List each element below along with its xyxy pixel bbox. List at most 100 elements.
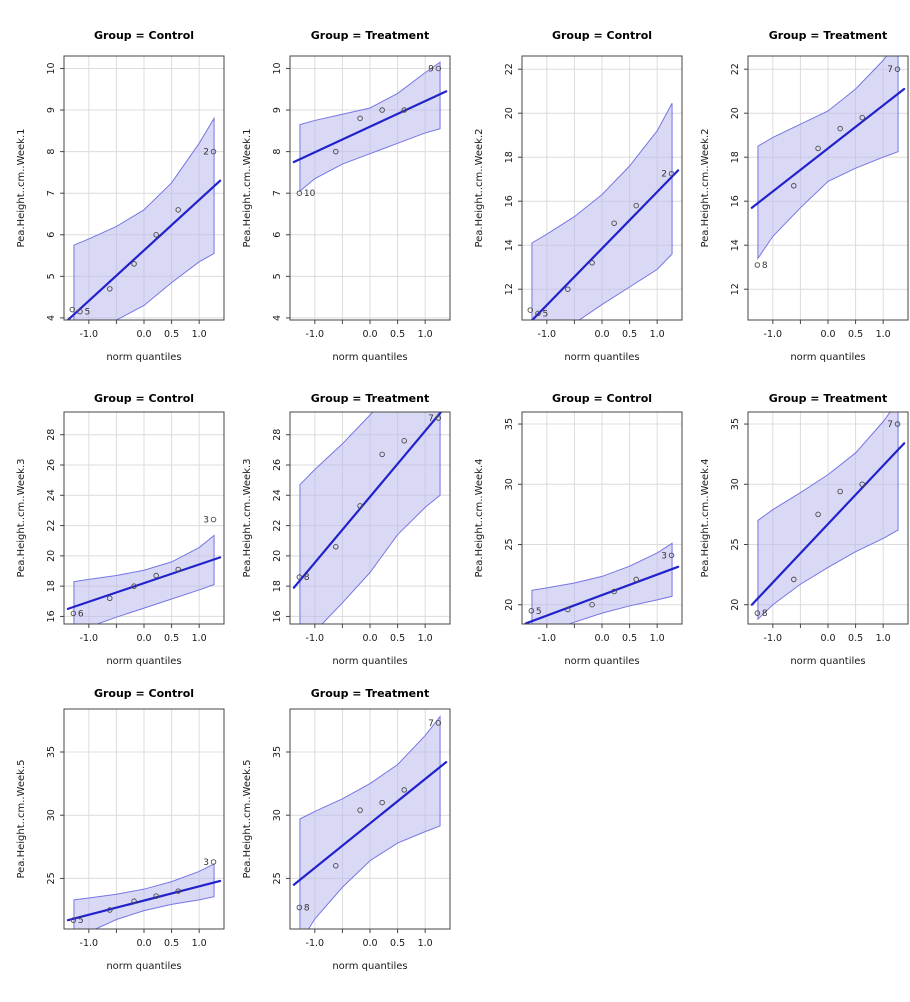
x-axis-label: norm quantiles — [332, 656, 407, 667]
point-label: 7 — [428, 414, 434, 424]
x-axis-label: norm quantiles — [332, 352, 407, 363]
qq-plot-svg: Group = Control 6 3 -1.0 0.0 0.5 1.0 16 18 20 22 24… — [16, 392, 225, 667]
confidence-envelope — [757, 412, 899, 621]
y-tick-label: 10 — [272, 62, 283, 74]
data-point — [210, 516, 217, 523]
data-point — [379, 107, 385, 113]
data-point — [175, 888, 181, 894]
data-point — [296, 190, 303, 196]
data-point — [611, 588, 617, 595]
x-tick-label: 1.0 — [418, 329, 433, 340]
x-tick-label: 0.0 — [594, 633, 609, 644]
y-tick-label: 26 — [272, 459, 283, 471]
data-point — [791, 576, 797, 583]
x-tick-label: 0.5 — [390, 633, 405, 644]
x-tick-label: -1.0 — [306, 633, 325, 644]
x-tick-label: 1.0 — [876, 329, 891, 340]
point-label: 9 — [428, 64, 434, 74]
data-point — [633, 202, 639, 209]
y-tick-label: 28 — [46, 429, 57, 441]
data-point — [70, 610, 77, 617]
y-tick-label: 20 — [730, 107, 741, 119]
y-tick-label: 20 — [272, 550, 283, 562]
x-tick-label: 0.5 — [622, 329, 637, 340]
qq-fit-line — [66, 556, 222, 610]
data-point — [333, 544, 339, 550]
point-label: 8 — [762, 609, 768, 619]
data-point — [754, 262, 761, 268]
x-tick-label: 1.0 — [192, 633, 207, 644]
point-label: 2 — [203, 148, 209, 158]
x-tick-label: 0.5 — [164, 329, 179, 340]
data-point — [859, 481, 865, 488]
point-label: 5 — [536, 607, 542, 617]
panel-title: Group = Treatment — [769, 392, 887, 405]
x-tick-label: 1.0 — [650, 633, 665, 644]
x-tick-label: 0.0 — [136, 938, 151, 949]
qq-plot-svg: Group = Treatment 10 9 -1.0 0.0 0.5 1.0 4 5 6 7 8 9 1… — [242, 29, 451, 363]
data-point — [815, 145, 821, 152]
y-tick-label: 18 — [272, 580, 283, 592]
data-point — [107, 286, 113, 292]
x-tick-label: 0.0 — [136, 329, 151, 340]
qq-fit-line — [524, 565, 680, 624]
x-axis-label: norm quantiles — [106, 656, 181, 667]
y-tick-label: 30 — [504, 478, 515, 490]
qq-fit-line — [750, 442, 906, 606]
y-tick-label: 35 — [46, 746, 57, 758]
x-tick-label: -1.0 — [538, 633, 557, 644]
x-tick-label: 0.0 — [820, 329, 835, 340]
y-tick-label: 22 — [272, 520, 283, 532]
y-tick-label: 7 — [46, 190, 57, 196]
y-tick-label: 22 — [504, 63, 515, 75]
y-tick-label: 8 — [272, 149, 283, 155]
x-axis-label: norm quantiles — [564, 656, 639, 667]
y-tick-label: 9 — [46, 107, 57, 113]
data-point — [296, 574, 303, 580]
y-tick-label: 10 — [46, 62, 57, 74]
data-point — [379, 451, 385, 458]
data-point — [357, 503, 363, 509]
panel-title: Group = Treatment — [769, 29, 887, 42]
x-tick-label: 1.0 — [192, 329, 207, 340]
panel-title: Group = Control — [94, 687, 194, 700]
data-point — [107, 907, 113, 913]
data-point — [175, 207, 181, 213]
confidence-envelope — [531, 103, 673, 320]
y-tick-label: 30 — [272, 809, 283, 821]
x-tick-label: 0.0 — [362, 633, 377, 644]
x-axis-label: norm quantiles — [332, 961, 407, 972]
x-tick-label: 1.0 — [650, 329, 665, 340]
data-point — [668, 170, 675, 177]
data-point — [894, 421, 901, 427]
point-label: 7 — [428, 719, 434, 729]
panel-title: Group = Treatment — [311, 687, 429, 700]
x-axis-label: norm quantiles — [790, 656, 865, 667]
point-label: 7 — [887, 420, 893, 430]
data-point — [859, 114, 865, 121]
y-tick-label: 16 — [46, 610, 57, 622]
data-point — [153, 572, 159, 579]
point-label: 3 — [661, 551, 667, 561]
y-axis-label: Pea.Height..cm..Week.5 — [242, 759, 253, 878]
y-axis-label: Pea.Height..cm..Week.4 — [700, 458, 711, 577]
x-tick-label: 1.0 — [418, 938, 433, 949]
x-tick-label: 0.0 — [362, 938, 377, 949]
x-tick-label: 0.0 — [362, 329, 377, 340]
panel-title: Group = Control — [552, 392, 652, 405]
confidence-envelope — [73, 863, 215, 929]
data-point — [379, 799, 385, 806]
qq-panel-week3-control: Group = Control 6 3 -1.0 0.0 0.5 1.0 16 18 20 22 24… — [8, 388, 230, 674]
y-tick-label: 18 — [730, 151, 741, 163]
y-tick-label: 20 — [504, 107, 515, 119]
point-label: 2 — [661, 170, 667, 180]
y-axis-label: Pea.Height..cm..Week.4 — [474, 458, 485, 577]
confidence-envelope — [299, 412, 441, 624]
y-tick-label: 20 — [46, 550, 57, 562]
y-tick-label: 12 — [730, 283, 741, 295]
qq-fit-line — [292, 412, 443, 589]
y-tick-label: 24 — [46, 489, 57, 501]
y-tick-label: 18 — [504, 151, 515, 163]
x-axis-label: norm quantiles — [106, 352, 181, 363]
